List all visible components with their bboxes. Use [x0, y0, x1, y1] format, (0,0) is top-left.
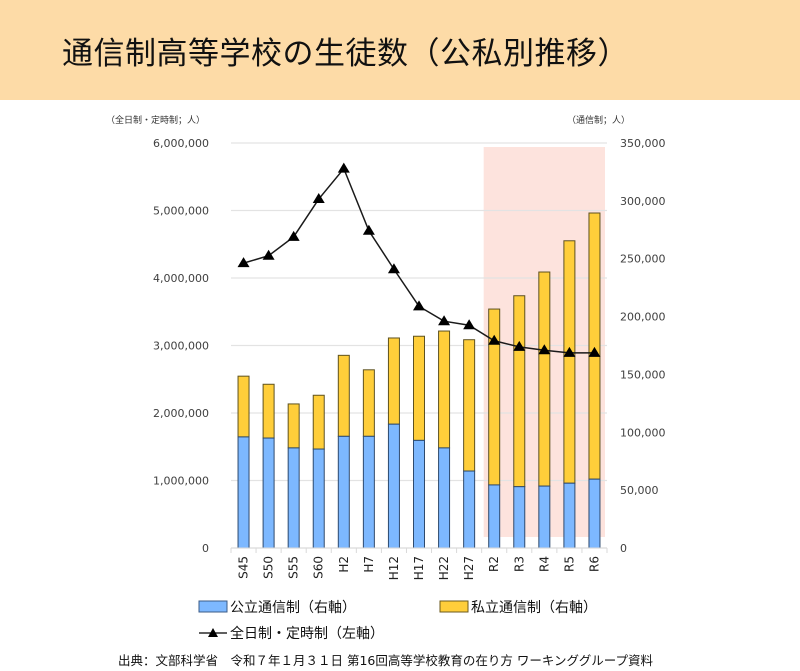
line-marker-triangle — [463, 319, 476, 330]
x-tick-label: H17 — [412, 556, 426, 580]
legend-label-line: 全日制・定時制（左軸） — [230, 625, 384, 642]
y-left-tick-label: 5,000,000 — [153, 205, 209, 218]
line-marker-triangle — [563, 346, 576, 357]
bar-public — [312, 448, 325, 549]
bars — [237, 212, 601, 549]
x-tick-label: R6 — [587, 556, 601, 572]
line-series — [237, 162, 601, 357]
page-title: 通信制高等学校の生徒数（公私別推移） — [62, 36, 629, 72]
x-axis: S45 S50 S55 S60 H2 H7 H12 H17 H22 H27 R2 R3 R4 R5 R6 — [230, 547, 608, 580]
y-right-tick-label: 150,000 — [620, 368, 666, 381]
line-marker-triangle — [237, 257, 250, 268]
y-right-tick-label: 50,000 — [620, 484, 659, 497]
bar-public — [438, 447, 451, 549]
y-left-tick-label: 0 — [202, 542, 209, 555]
x-tick-label: H12 — [387, 556, 401, 580]
bar-private — [237, 375, 250, 438]
bar-private — [438, 330, 451, 449]
bar-private — [312, 394, 325, 450]
bar-public — [538, 485, 551, 549]
bar-public — [337, 435, 350, 549]
line-marker-triangle — [287, 230, 300, 241]
x-tick-label: S50 — [262, 556, 276, 579]
line-marker-triangle — [588, 346, 601, 357]
x-tick-label: S45 — [237, 556, 251, 579]
y-right-tick-label: 250,000 — [620, 253, 666, 266]
bar-public — [488, 484, 501, 549]
y-right-tick-label: 200,000 — [620, 311, 666, 324]
y-axis-left-label: （全日制・定時制；人） — [106, 114, 205, 126]
legend-swatch-public — [198, 600, 228, 613]
legend-item-line: 全日制・定時制（左軸） — [199, 625, 384, 642]
bar-private — [387, 337, 400, 425]
bar-public — [413, 439, 425, 549]
x-tick-label: S55 — [287, 556, 301, 579]
bar-public — [237, 436, 250, 549]
line-marker-triangle — [262, 249, 275, 260]
bar-private — [463, 339, 476, 472]
x-tick-label: R5 — [562, 556, 576, 572]
y-right-tick-label: 350,000 — [620, 137, 666, 150]
y-left-tick-label: 3,000,000 — [153, 340, 209, 353]
y-right-tick-label: 100,000 — [620, 426, 666, 439]
bar-public — [387, 423, 400, 549]
legend-item-private: 私立通信制（右軸） — [439, 600, 597, 616]
line-marker-triangle — [413, 300, 425, 311]
line-marker-triangle — [488, 334, 501, 345]
source-note: 出典：文部科学省 令和７年１月３１日 第16回高等学校教育の在り方 ワーキンググ… — [118, 653, 653, 668]
bar-private — [287, 403, 300, 449]
line-marker-triangle — [513, 340, 526, 351]
bar-private — [262, 383, 275, 439]
bar-public — [563, 482, 576, 549]
y-right-tick-label: 0 — [620, 542, 627, 555]
y-left-tick-label: 1,000,000 — [153, 475, 209, 488]
bar-private — [563, 240, 576, 484]
line-marker-triangle — [438, 315, 451, 326]
bar-private — [413, 335, 425, 441]
legend-label-public: 公立通信制（右軸） — [230, 600, 356, 616]
bar-private — [513, 295, 526, 488]
bar-public — [262, 437, 275, 549]
bar-public — [362, 435, 375, 549]
y-left-tick-label: 2,000,000 — [153, 407, 209, 420]
bar-private — [362, 369, 375, 437]
bar-public — [588, 478, 601, 549]
legend-label-private: 私立通信制（右軸） — [471, 600, 597, 616]
legend-swatch-private — [439, 600, 469, 613]
line-marker-triangle — [312, 193, 325, 204]
y-axis-right-label: （通信制；人） — [567, 114, 630, 126]
legend-item-public: 公立通信制（右軸） — [198, 600, 356, 616]
x-tick-label: H22 — [437, 556, 451, 580]
x-tick-label: R2 — [487, 556, 501, 572]
x-tick-label: R3 — [512, 556, 526, 572]
y-axis-left: 0 1,000,000 2,000,000 3,000,000 4,000,000 5,0… — [153, 137, 209, 555]
bar-public — [513, 486, 526, 549]
bar-public — [463, 470, 476, 549]
y-axis-right: 0 50,000 100,000 150,000 200,000 250,000 300,0… — [620, 137, 666, 555]
line-marker-triangle — [538, 344, 551, 355]
line-marker-triangle — [387, 263, 400, 274]
y-right-tick-label: 300,000 — [620, 195, 666, 208]
bar-private — [538, 271, 551, 487]
line-marker-triangle — [337, 162, 350, 173]
bar-private — [588, 212, 601, 480]
y-left-tick-label: 4,000,000 — [153, 272, 209, 285]
x-tick-label: H27 — [462, 556, 476, 580]
x-tick-label: R4 — [537, 556, 551, 572]
x-tick-label: H2 — [337, 556, 351, 573]
legend: 公立通信制（右軸） 私立通信制（右軸） 全日制・定時制（左軸） — [198, 600, 597, 642]
title-band: 通信制高等学校の生徒数（公私別推移） — [0, 0, 800, 100]
bar-private — [337, 354, 350, 437]
y-left-tick-label: 6,000,000 — [153, 137, 209, 150]
x-tick-label: S60 — [312, 556, 326, 579]
x-tick-label: H7 — [362, 556, 376, 573]
line-marker-triangle — [362, 224, 375, 235]
bar-public — [287, 447, 300, 549]
legend-triangle-marker — [208, 628, 218, 637]
